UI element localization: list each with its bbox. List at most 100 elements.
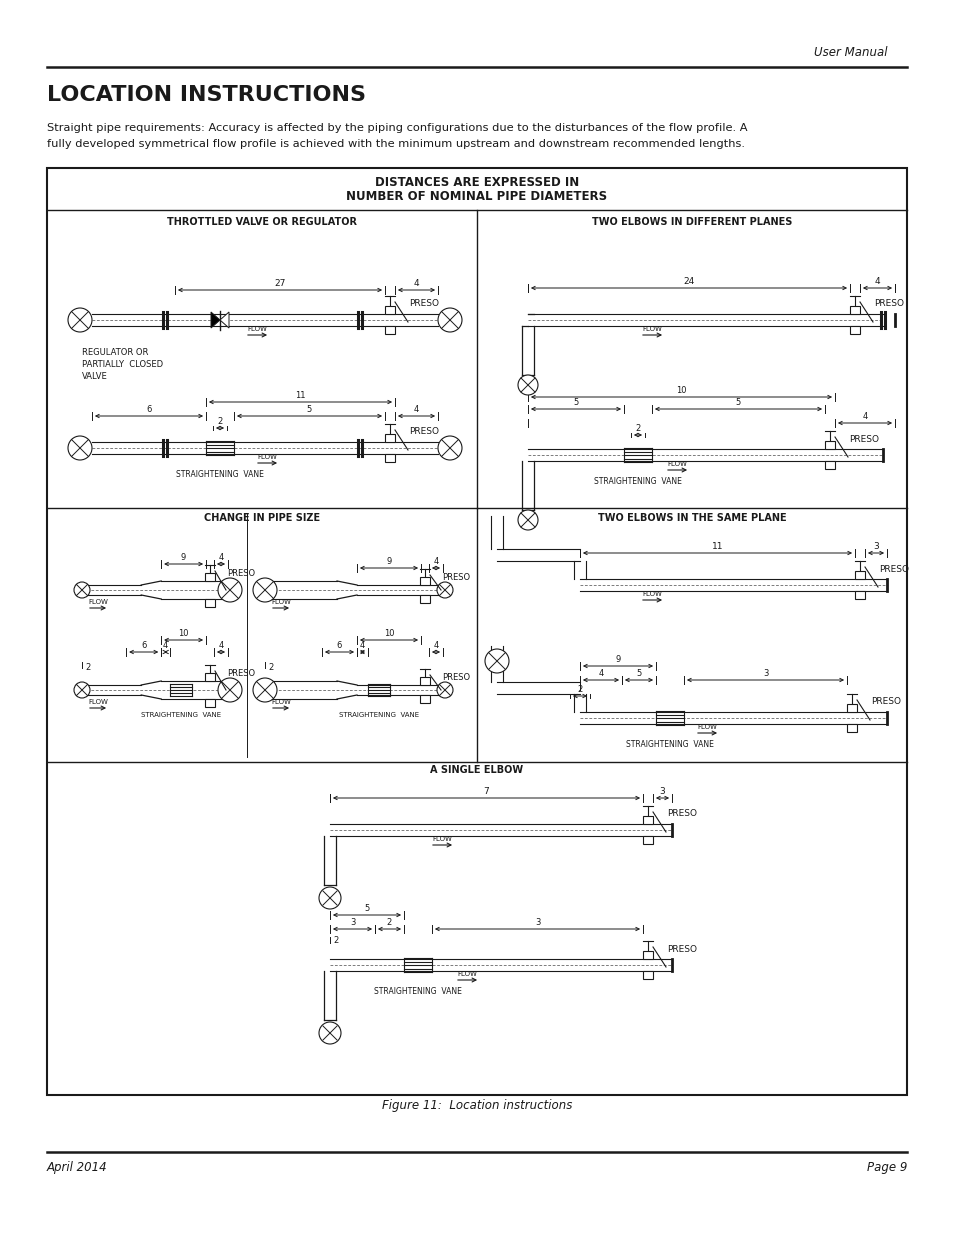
Text: PRESO: PRESO [409,427,438,436]
Bar [642,971,652,979]
Circle shape [436,582,453,598]
Text: 3: 3 [762,669,767,678]
Text: FLOW: FLOW [88,599,108,605]
Bar [205,573,214,580]
Text: VALVE: VALVE [82,372,108,382]
Text: 4: 4 [874,277,880,287]
Circle shape [68,436,91,459]
Text: 2: 2 [577,685,582,694]
Bar [824,461,834,469]
Bar [849,326,859,333]
Text: FLOW: FLOW [697,724,717,730]
Text: 4: 4 [598,669,603,678]
Text: 4: 4 [218,641,223,650]
Text: STRAIGHTENING  VANE: STRAIGHTENING VANE [625,740,713,748]
Text: 9: 9 [181,553,186,562]
Text: TWO ELBOWS IN THE SAME PLANE: TWO ELBOWS IN THE SAME PLANE [598,513,785,522]
Text: FLOW: FLOW [88,699,108,705]
Bar [385,326,395,333]
Text: DISTANCES ARE EXPRESSED IN: DISTANCES ARE EXPRESSED IN [375,175,578,189]
Text: LOCATION INSTRUCTIONS: LOCATION INSTRUCTIONS [47,85,366,105]
Text: THROTTLED VALVE OR REGULATOR: THROTTLED VALVE OR REGULATOR [167,217,356,227]
Bar [854,592,864,599]
Text: PRESO: PRESO [848,435,878,443]
Bar [419,577,430,585]
Text: 5: 5 [364,904,369,913]
Bar [385,306,395,314]
Bar [385,454,395,462]
Text: PRESO: PRESO [870,698,900,706]
Text: Figure 11:  Location instructions: Figure 11: Location instructions [381,1098,572,1112]
Text: 3: 3 [535,918,539,927]
Text: STRAIGHTENING  VANE: STRAIGHTENING VANE [338,713,418,718]
Text: 10: 10 [178,629,189,638]
Text: 4: 4 [414,279,419,288]
Circle shape [517,510,537,530]
Bar [419,695,430,703]
Circle shape [517,375,537,395]
Text: 2: 2 [387,918,392,927]
Circle shape [437,308,461,332]
Text: PRESO: PRESO [441,673,470,682]
Text: FLOW: FLOW [642,326,661,332]
Text: NUMBER OF NOMINAL PIPE DIAMETERS: NUMBER OF NOMINAL PIPE DIAMETERS [346,189,607,203]
Text: FLOW: FLOW [247,326,267,332]
Circle shape [74,582,90,598]
Text: 2: 2 [217,417,222,426]
Text: PRESO: PRESO [441,573,470,582]
Text: 7: 7 [483,787,489,797]
Text: PRESO: PRESO [227,568,254,578]
Bar [642,836,652,844]
Text: fully developed symmetrical flow profile is achieved with the minimum upstream a: fully developed symmetrical flow profile… [47,140,744,149]
Text: 3: 3 [350,918,355,927]
Circle shape [318,1023,340,1044]
Text: STRAIGHTENING  VANE: STRAIGHTENING VANE [374,987,461,995]
Bar [846,724,856,732]
Text: CHANGE IN PIPE SIZE: CHANGE IN PIPE SIZE [204,513,319,522]
Text: 5: 5 [573,398,578,408]
Circle shape [318,887,340,909]
Text: FLOW: FLOW [667,461,687,467]
Text: A SINGLE ELBOW: A SINGLE ELBOW [430,764,523,776]
Text: April 2014: April 2014 [47,1161,108,1174]
Bar [47,168,906,1095]
Text: 4: 4 [433,557,438,566]
Text: FLOW: FLOW [457,971,476,977]
Circle shape [218,578,242,601]
Text: 6: 6 [141,641,146,650]
Circle shape [218,678,242,701]
Text: REGULATOR OR: REGULATOR OR [82,348,149,357]
Bar [824,441,834,450]
Circle shape [253,578,276,601]
Text: 4: 4 [218,553,223,562]
Bar [385,433,395,442]
Text: FLOW: FLOW [432,836,452,842]
Text: 2: 2 [268,663,273,672]
Text: 3: 3 [659,787,664,797]
Circle shape [437,436,461,459]
Text: 6: 6 [336,641,342,650]
Text: STRAIGHTENING  VANE: STRAIGHTENING VANE [176,471,264,479]
Text: FLOW: FLOW [271,599,291,605]
Circle shape [74,682,90,698]
Bar [849,306,859,314]
Text: Page 9: Page 9 [865,1161,906,1174]
Text: 4: 4 [433,641,438,650]
Text: PRESO: PRESO [666,945,697,953]
Text: 9: 9 [386,557,392,566]
Circle shape [484,650,509,673]
Text: PRESO: PRESO [409,300,438,309]
Bar [846,704,856,713]
Circle shape [68,308,91,332]
Bar [205,673,214,680]
Text: 4: 4 [359,641,365,650]
Bar [854,571,864,579]
Text: 11: 11 [711,542,722,551]
Text: 4: 4 [163,641,168,650]
Polygon shape [211,312,220,329]
Text: STRAIGHTENING  VANE: STRAIGHTENING VANE [141,713,221,718]
Text: 5: 5 [307,405,312,414]
Text: 24: 24 [682,277,694,287]
Text: FLOW: FLOW [271,699,291,705]
Text: PARTIALLY  CLOSED: PARTIALLY CLOSED [82,359,163,369]
